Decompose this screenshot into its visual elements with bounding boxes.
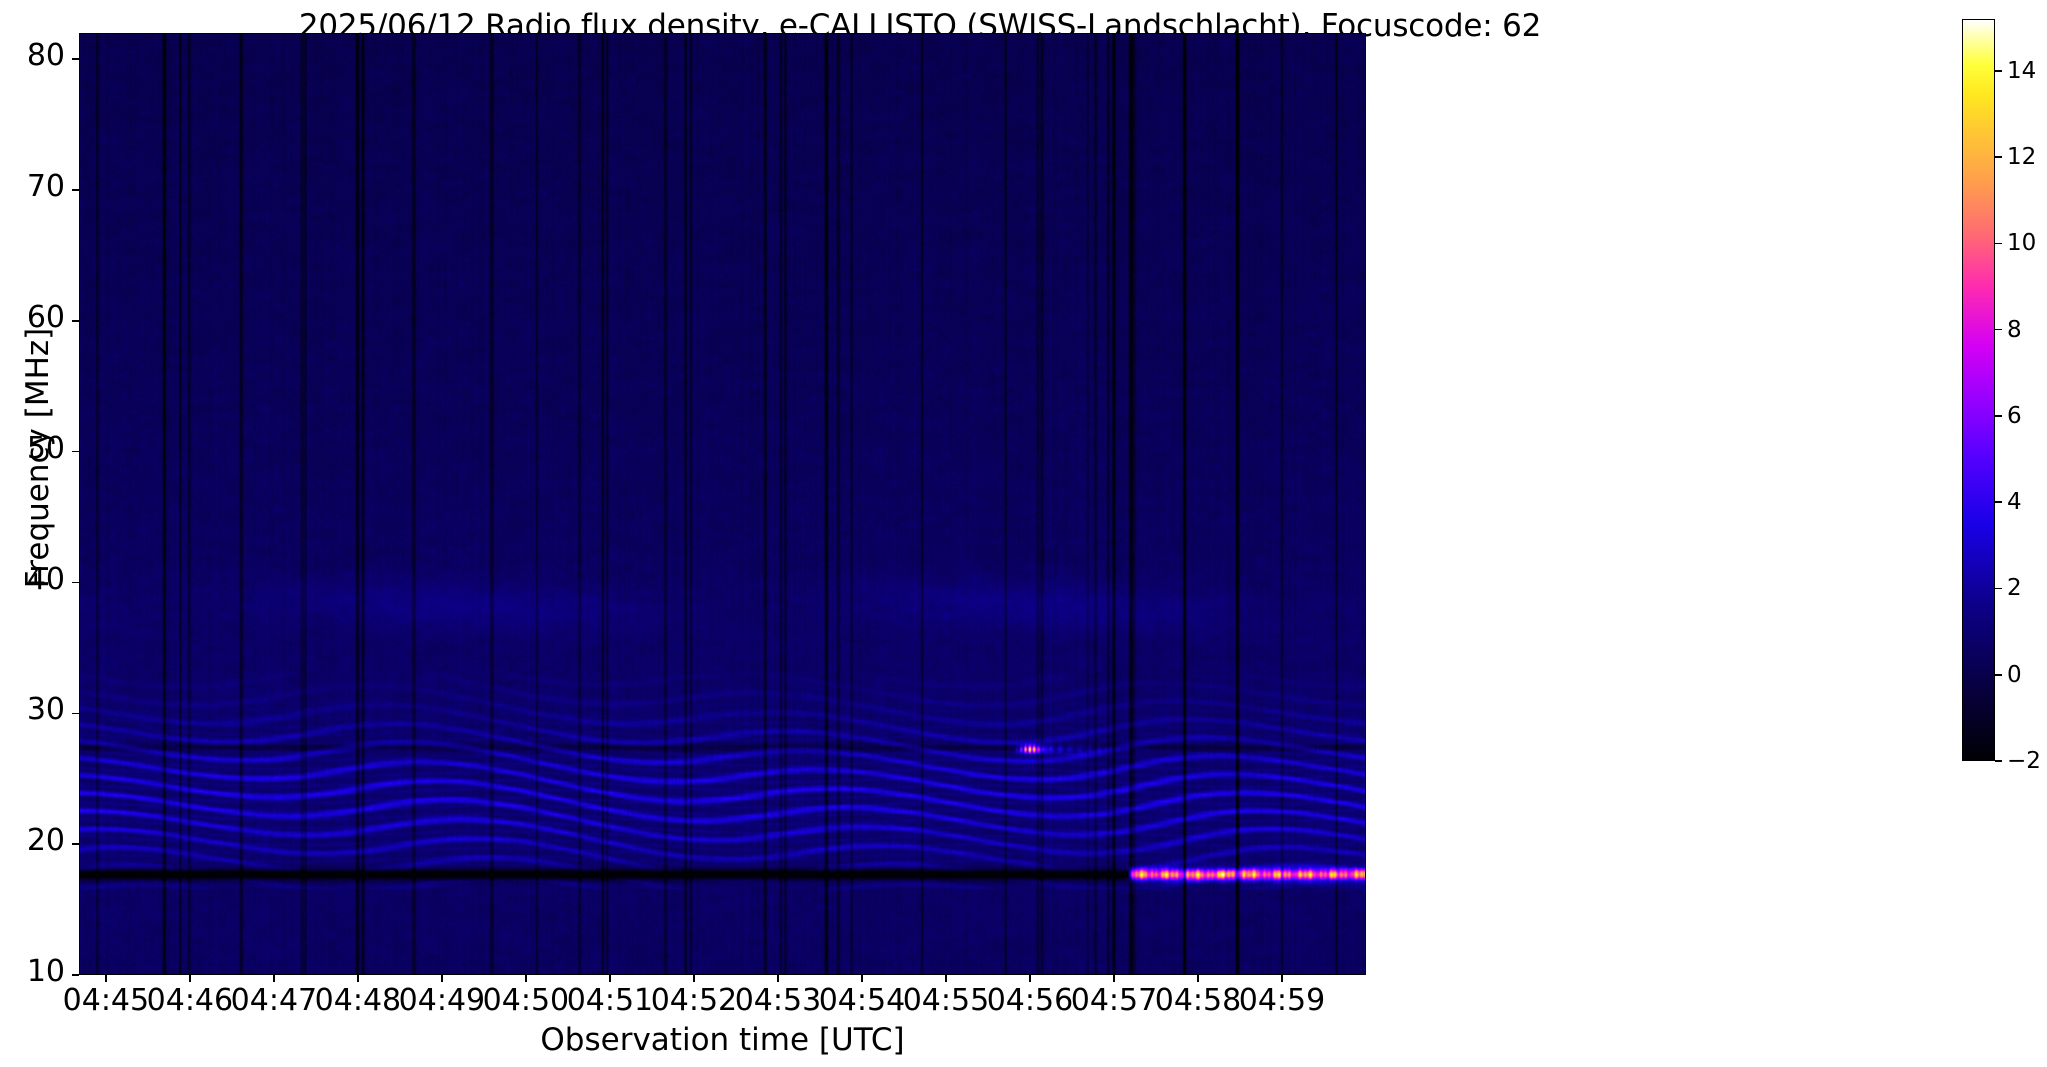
x-tick-label: 04:46 [146, 983, 234, 1018]
y-tick-label: 20 [26, 823, 65, 859]
y-tick-label: 70 [26, 169, 65, 204]
colorbar-tick-mark [1995, 242, 2002, 245]
colorbar-tick-mark [1995, 69, 2002, 72]
x-tick-mark [777, 975, 779, 982]
x-tick-label: 04:59 [1238, 983, 1326, 1018]
x-tick-label: 04:48 [314, 983, 402, 1018]
x-tick-mark [273, 975, 275, 982]
y-tick-mark [72, 581, 79, 584]
x-tick-label: 04:51 [566, 983, 654, 1018]
x-tick-mark [1029, 975, 1031, 982]
colorbar-gradient [1962, 19, 1995, 761]
colorbar-tick-mark [1995, 415, 2002, 417]
colorbar[interactable]: 14 12 10 8 6 4 2 0 −2 [1962, 19, 2041, 774]
x-tick-mark [441, 975, 443, 982]
y-axis-label: Frequency [MHz] [20, 327, 56, 589]
x-tick-mark [609, 975, 611, 982]
y-tick-label: 80 [26, 38, 65, 74]
y-tick-label: 10 [26, 954, 65, 989]
x-tick-label: 04:57 [1070, 983, 1158, 1018]
x-tick-label: 04:53 [734, 983, 822, 1018]
colorbar-tick-mark [1995, 501, 2002, 503]
x-tick-mark [357, 975, 359, 982]
colorbar-tick-label: 8 [2007, 316, 2022, 343]
x-tick-mark [189, 975, 191, 982]
spectrogram-axes[interactable] [79, 33, 1366, 975]
colorbar-tick-label: 12 [2007, 144, 2037, 171]
x-tick-mark [1113, 975, 1115, 982]
x-tick-label: 04:45 [62, 983, 150, 1018]
x-tick-label: 04:56 [986, 983, 1074, 1018]
x-tick-label: 04:50 [482, 983, 570, 1018]
colorbar-tick-label: 4 [2007, 489, 2022, 516]
colorbar-tick-label: 14 [2007, 57, 2037, 84]
colorbar-tick-label: 6 [2007, 402, 2022, 429]
x-tick-mark [525, 975, 527, 982]
spectrogram-image [80, 34, 1365, 974]
y-tick-mark [72, 712, 79, 715]
y-tick-mark [72, 450, 79, 453]
x-tick-mark [1281, 975, 1283, 982]
x-tick-mark [861, 975, 863, 982]
y-tick-label: 50 [26, 430, 65, 466]
x-tick-label: 04:54 [818, 983, 906, 1018]
y-tick-mark [72, 843, 79, 845]
y-tick-label: 60 [26, 299, 65, 335]
x-tick-mark [945, 975, 947, 982]
colorbar-tick-label: −2 [2007, 748, 2041, 774]
colorbar-tick-mark [1995, 328, 2002, 331]
colorbar-tick-mark [1995, 760, 2002, 762]
x-tick-label: 04:52 [650, 983, 738, 1018]
y-tick-label: 30 [26, 692, 65, 728]
colorbar-tick-label: 2 [2007, 575, 2022, 602]
y-tick-mark [72, 320, 79, 322]
x-tick-label: 04:58 [1154, 983, 1242, 1018]
colorbar-tick-mark [1995, 587, 2002, 590]
y-tick-mark [72, 189, 79, 191]
y-tick-mark [72, 974, 79, 976]
x-tick-label: 04:55 [902, 983, 990, 1018]
y-tick-label: 40 [26, 561, 65, 597]
x-tick-mark [1197, 975, 1199, 982]
x-tick-label: 04:49 [398, 983, 486, 1018]
x-axis-label: Observation time [UTC] [540, 1022, 905, 1058]
colorbar-tick-label: 10 [2007, 230, 2037, 257]
colorbar-tick-mark [1995, 156, 2002, 158]
x-tick-label: 04:47 [230, 983, 318, 1018]
x-tick-mark [105, 975, 107, 982]
x-tick-mark [693, 975, 695, 982]
colorbar-tick-label: 0 [2007, 661, 2022, 688]
colorbar-tick-mark [1995, 673, 2002, 676]
y-tick-mark [72, 58, 79, 60]
